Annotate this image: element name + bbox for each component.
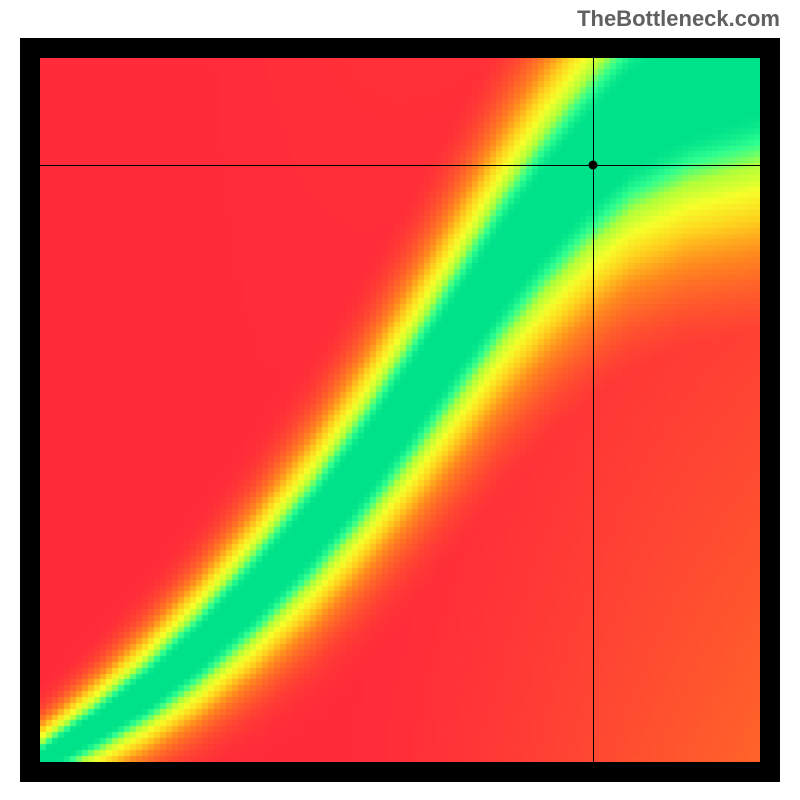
crosshair-marker	[588, 161, 597, 170]
watermark-text: TheBottleneck.com	[577, 6, 780, 32]
chart-container: TheBottleneck.com	[0, 0, 800, 800]
crosshair-vertical	[593, 38, 594, 782]
heatmap-canvas	[40, 58, 760, 762]
plot-area	[20, 38, 780, 782]
crosshair-horizontal	[20, 165, 780, 166]
